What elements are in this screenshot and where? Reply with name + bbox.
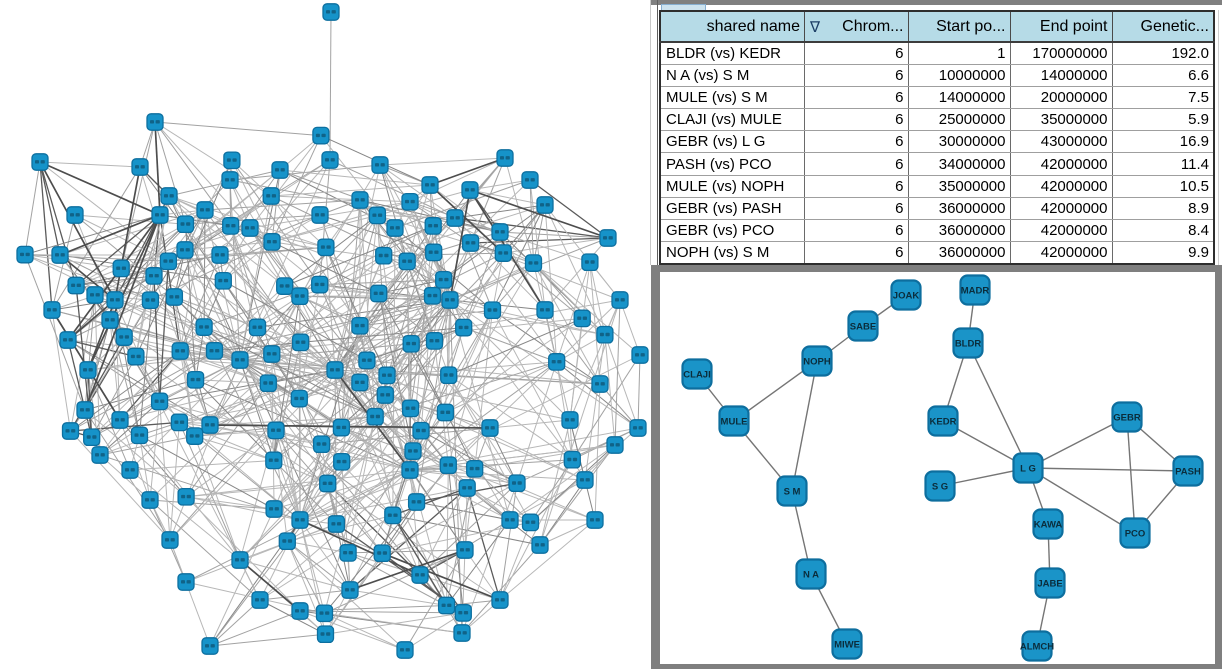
svg-text:JABE: JABE — [1037, 579, 1062, 590]
svg-text:S G: S G — [932, 482, 948, 493]
svg-text:SABE: SABE — [850, 322, 876, 333]
svg-text:KEDR: KEDR — [930, 417, 957, 428]
svg-text:MADR: MADR — [961, 286, 990, 297]
svg-text:PCO: PCO — [1125, 529, 1146, 540]
svg-text:MIWE: MIWE — [834, 640, 860, 651]
svg-text:KAWA: KAWA — [1034, 520, 1063, 531]
svg-text:PASH: PASH — [1175, 467, 1201, 478]
svg-text:L G: L G — [1020, 464, 1036, 475]
svg-text:ALMCH: ALMCH — [1020, 642, 1054, 653]
svg-text:NOPH: NOPH — [803, 357, 831, 368]
svg-text:GEBR: GEBR — [1113, 413, 1141, 424]
svg-text:BLDR: BLDR — [955, 339, 982, 350]
svg-text:N A: N A — [803, 570, 819, 581]
svg-text:S M: S M — [784, 487, 801, 498]
svg-text:JOAK: JOAK — [893, 291, 920, 302]
svg-text:CLAJI: CLAJI — [683, 370, 710, 381]
svg-text:MULE: MULE — [721, 417, 748, 428]
